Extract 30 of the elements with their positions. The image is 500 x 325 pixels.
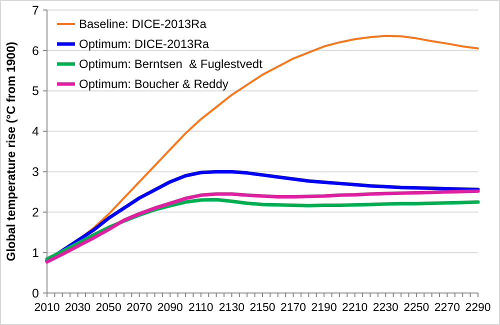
y-tick-label: 5	[32, 84, 40, 98]
line-series	[45, 170, 480, 262]
y-tick-label: 1	[32, 246, 40, 260]
x-tick-label: 2150	[250, 302, 276, 314]
y-tick-label: 3	[32, 165, 40, 180]
y-tick-label: 6	[32, 44, 40, 58]
y-tick-label: 2	[32, 206, 40, 220]
y-tick-label: 0	[32, 286, 40, 300]
legend-label: Optimum: Boucher & Reddy	[79, 77, 228, 92]
x-tick-label: 2170	[280, 302, 306, 314]
legend-label: Optimum: DICE-2013Ra	[79, 37, 210, 52]
x-tick-label: 2030	[64, 302, 91, 314]
x-tick-label: 2270	[434, 302, 460, 314]
x-tick-label: 2210	[342, 302, 368, 314]
legend-label: Baseline: DICE-2013Ra	[79, 17, 207, 32]
x-tick-label: 2130	[218, 302, 245, 314]
legend-label: Optimum: Berntsen & Fuglestvedt	[79, 57, 264, 72]
x-tick-label: 2090	[157, 302, 183, 314]
x-tick-label: 2290	[465, 302, 491, 314]
y-tick-label: 4	[32, 124, 40, 139]
line-series	[45, 189, 480, 264]
y-tick-label: 7	[32, 3, 40, 18]
x-tick-label: 2050	[96, 302, 122, 314]
x-tick-label: 2250	[404, 302, 430, 314]
x-tick-label: 2190	[311, 302, 337, 314]
x-tick-label: 2230	[372, 302, 398, 314]
x-tick-label: 2110	[188, 302, 214, 314]
x-tick-label: 2070	[126, 302, 152, 314]
x-tick-label: 2010	[34, 302, 60, 314]
y-axis-title: Global temperature rise (°C from 1900)	[4, 42, 18, 262]
